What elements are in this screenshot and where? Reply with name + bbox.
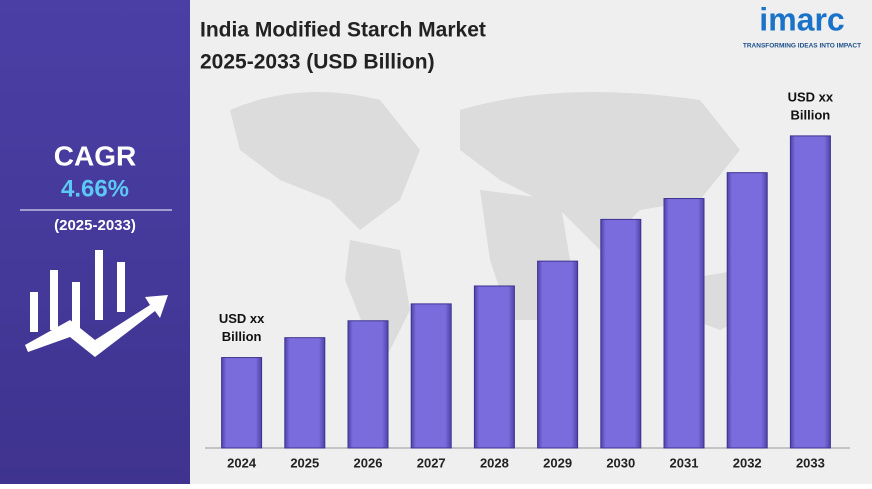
bar: [537, 260, 579, 449]
x-tick-label: 2031: [670, 455, 699, 470]
bar: [473, 285, 515, 449]
x-tick-label: 2026: [354, 455, 383, 470]
annotation: USD xx: [219, 311, 265, 326]
bar: [347, 320, 389, 449]
chart-title: 2025-2033 (USD Billion): [200, 51, 435, 74]
chart-title: India Modified Starch Market: [200, 19, 486, 42]
logo-name: imarc: [759, 1, 844, 37]
world-map: [230, 92, 760, 360]
side-panel: [0, 0, 190, 484]
bar: [663, 198, 705, 449]
cagr-period: (2025-2033): [54, 217, 136, 234]
cagr-label: CAGR: [54, 140, 136, 171]
x-tick-label: 2027: [417, 455, 446, 470]
x-tick-label: 2024: [227, 455, 257, 470]
bar: [600, 218, 642, 449]
x-tick-label: 2028: [480, 455, 509, 470]
logo-tagline: TRANSFORMING IDEAS INTO IMPACT: [743, 43, 861, 50]
x-tick-label: 2032: [733, 455, 762, 470]
bar: [789, 135, 831, 449]
x-tick-label: 2030: [606, 455, 635, 470]
bar: [726, 172, 768, 449]
cagr-value: 4.66%: [61, 175, 129, 202]
bar: [410, 303, 452, 449]
growth-icon: [25, 250, 168, 357]
annotation: Billion: [791, 107, 831, 122]
x-tick-label: 2029: [543, 455, 572, 470]
annotation: Billion: [222, 329, 262, 344]
annotation: USD xx: [788, 89, 834, 104]
x-tick-label: 2033: [796, 455, 825, 470]
bar: [284, 337, 326, 449]
bar: [221, 357, 263, 449]
x-tick-label: 2025: [290, 455, 319, 470]
